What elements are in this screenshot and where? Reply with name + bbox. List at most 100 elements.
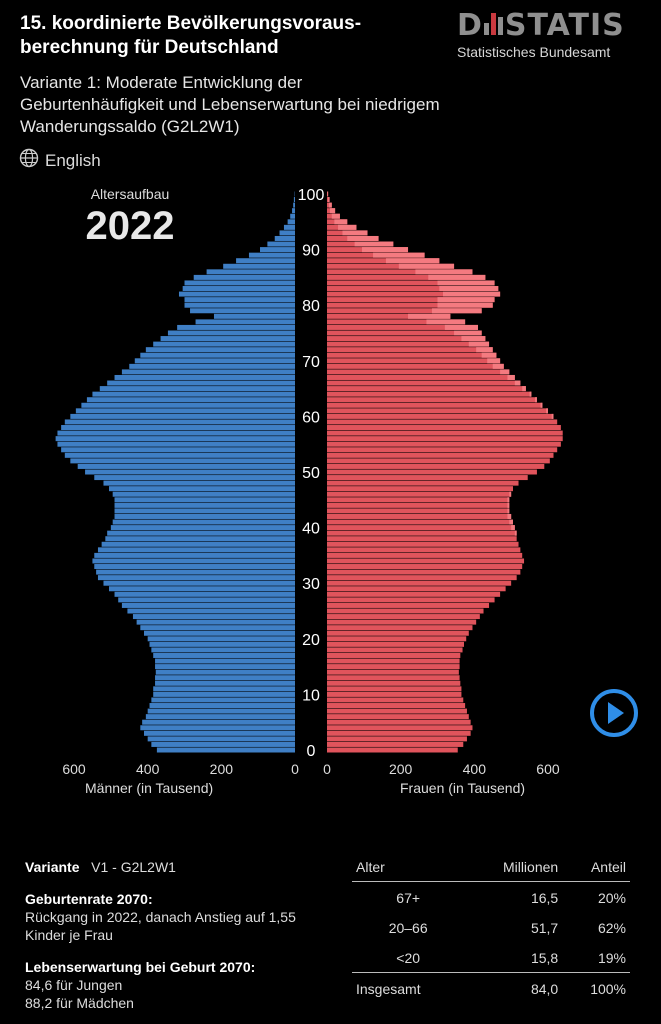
page-subtitle: Variante 1: Moderate Entwicklung der Geb… [20, 73, 440, 136]
male-bar-age-21 [143, 630, 295, 636]
brand-subtitle: Statistisches Bundesamt [457, 44, 611, 60]
male-bar-age-50 [85, 469, 295, 475]
female-bar-age-74 [327, 336, 486, 342]
table-cell-share: 20% [597, 890, 626, 906]
male-bar-age-81 [184, 297, 295, 303]
female-excess-bar-age-76 [444, 324, 479, 330]
female-excess-bar-age-75 [454, 330, 482, 336]
male-bar-age-54 [61, 447, 295, 453]
male-bar-age-98 [293, 202, 295, 208]
male-bar-age-31 [97, 575, 295, 581]
male-bar-age-70 [134, 358, 295, 364]
male-bar-age-79 [190, 308, 295, 314]
female-bar-age-57 [327, 430, 563, 436]
female-bar-age-72 [327, 347, 493, 353]
female-bar-age-15 [327, 664, 460, 670]
female-excess-bar-age-82 [443, 291, 501, 297]
table-total-label: Insgesamt [352, 972, 465, 1003]
table-cell-age: 20–66 [388, 920, 428, 936]
life-expectancy-girls: 88,2 für Mädchen [25, 995, 134, 1011]
male-bar-age-56 [55, 436, 296, 442]
male-bar-age-99 [293, 197, 295, 203]
table-cell-age: <20 [396, 950, 421, 966]
male-axis-tick-label: 0 [291, 761, 299, 777]
table-cell-age: 67+ [396, 890, 421, 906]
female-bar-age-48 [327, 480, 519, 486]
female-excess-bar-age-97 [329, 208, 336, 214]
play-button[interactable] [588, 687, 640, 739]
male-bar-age-38 [105, 536, 295, 542]
life-expectancy-title: Lebenserwartung bei Geburt 2070: [25, 959, 256, 975]
female-bar-age-47 [327, 486, 513, 492]
female-excess-bar-age-45 [507, 497, 510, 503]
female-bar-age-19 [327, 641, 465, 647]
destatis-logo[interactable]: D STATIS Statistisches Bundesamt [457, 10, 647, 61]
female-bar-age-84 [327, 280, 495, 286]
female-bar-age-68 [327, 369, 510, 375]
variant-value: V1 - G2L2W1 [91, 859, 176, 875]
female-bar-age-58 [327, 425, 561, 431]
col-header-share: Anteil [562, 857, 630, 882]
female-excess-bar-age-98 [328, 202, 332, 208]
male-bar-age-48 [103, 480, 295, 486]
male-bar-age-12 [155, 680, 295, 686]
male-bar-age-20 [147, 636, 295, 642]
age-tick-label: 10 [302, 687, 320, 704]
female-bar-age-50 [327, 469, 537, 475]
table-row: 20–66 51,7 62% [352, 912, 630, 942]
female-bar-age-1 [327, 741, 464, 747]
table-cell-millions: 51,7 [530, 920, 559, 936]
female-bar-age-39 [327, 530, 517, 536]
birth-rate-text: Rückgang in 2022, danach Anstieg auf 1,5… [25, 909, 296, 943]
female-bar-age-65 [327, 386, 526, 392]
male-axis-title: Männer (in Tausend) [85, 780, 214, 796]
female-bar-age-35 [327, 552, 523, 558]
female-excess-bar-age-65 [522, 386, 526, 392]
female-bar-age-81 [327, 297, 495, 303]
language-switch[interactable]: English [19, 148, 101, 173]
male-bar-age-42 [114, 513, 296, 519]
male-bar-age-28 [114, 591, 296, 597]
female-bar-age-12 [327, 680, 461, 686]
table-total-millions: 84,0 [464, 972, 563, 1003]
female-excess-bar-age-88 [385, 258, 440, 264]
male-bar-age-58 [61, 425, 295, 431]
female-bar-age-27 [327, 597, 495, 603]
male-bar-age-89 [248, 252, 295, 258]
female-bar-age-40 [327, 525, 515, 531]
male-bar-age-66 [107, 380, 296, 386]
male-bar-age-93 [279, 230, 295, 236]
female-bar-age-38 [327, 536, 517, 542]
female-excess-bar-age-77 [426, 319, 466, 325]
male-bar-age-19 [149, 641, 295, 647]
female-bar-age-61 [327, 408, 548, 414]
male-bar-age-97 [292, 208, 295, 214]
female-bar-age-42 [327, 513, 512, 519]
female-excess-bar-age-90 [361, 247, 409, 253]
male-bar-age-30 [103, 580, 295, 586]
female-excess-bar-age-85 [428, 274, 486, 280]
male-bar-age-78 [213, 313, 295, 319]
age-tick-label: 40 [302, 521, 320, 538]
table-total-share: 100% [562, 972, 630, 1003]
male-bar-age-80 [184, 302, 295, 308]
male-bar-age-15 [155, 664, 295, 670]
male-bar-age-1 [151, 741, 295, 747]
female-excess-bar-age-99 [328, 197, 330, 203]
male-bar-age-10 [153, 691, 295, 697]
female-excess-bar-age-44 [507, 502, 510, 508]
table-cell-millions: 16,5 [530, 890, 559, 906]
male-bar-age-36 [97, 547, 295, 553]
female-excess-bar-age-66 [514, 380, 521, 386]
male-bar-age-57 [57, 430, 295, 436]
female-excess-bar-age-81 [437, 297, 495, 303]
male-bar-age-94 [283, 224, 295, 230]
female-excess-bar-age-71 [481, 352, 497, 358]
female-bar-age-31 [327, 575, 517, 581]
male-bar-age-65 [99, 386, 296, 392]
female-bar-age-45 [327, 497, 510, 503]
female-bar-age-56 [327, 436, 563, 442]
female-axis-title: Frauen (in Tausend) [400, 780, 526, 796]
male-bar-age-82 [178, 291, 295, 297]
